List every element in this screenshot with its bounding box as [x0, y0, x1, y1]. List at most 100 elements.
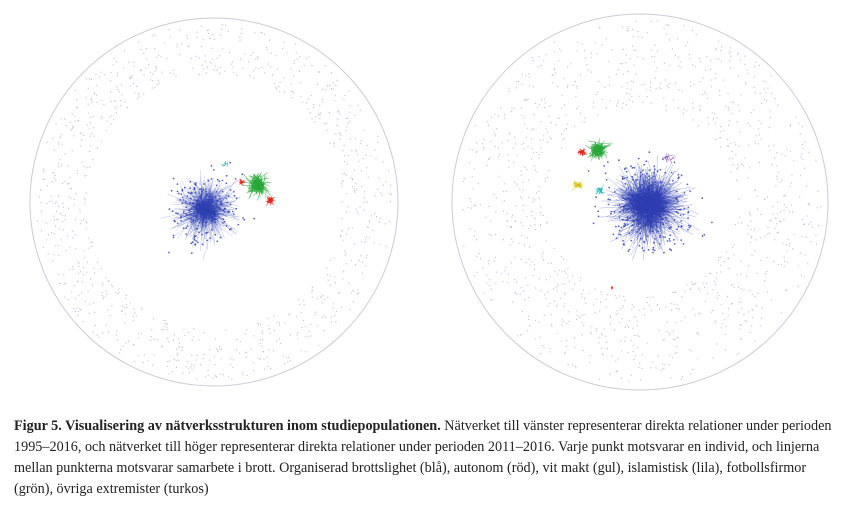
isolate-node: [165, 323, 167, 325]
isolate-node: [133, 65, 135, 67]
isolate-node: [173, 334, 175, 336]
isolate-node: [350, 177, 352, 179]
isolate-node: [286, 357, 288, 359]
edge-organised-crime: [192, 215, 195, 230]
isolate-node: [766, 256, 768, 259]
isolate-node: [255, 58, 257, 60]
isolate-node: [706, 282, 708, 284]
isolate-node: [54, 202, 56, 204]
isolate-node: [676, 307, 679, 310]
isolate-node: [133, 308, 135, 310]
isolate-node: [113, 57, 115, 59]
isolate-node: [568, 311, 570, 313]
edge-organised-crime: [193, 213, 197, 216]
network-node: [218, 207, 221, 209]
isolate-node: [105, 130, 107, 132]
isolate-node: [96, 94, 98, 96]
isolate-node: [740, 324, 742, 326]
isolate-node: [46, 141, 48, 143]
isolate-node: [617, 100, 619, 102]
isolate-node: [231, 63, 233, 65]
isolate-node: [58, 205, 60, 207]
isolate-node: [309, 112, 311, 114]
isolate-node: [541, 256, 544, 258]
isolate-node: [530, 225, 532, 227]
isolate-node: [60, 239, 62, 241]
isolate-node: [776, 223, 778, 225]
isolate-node: [92, 331, 94, 333]
isolate-node: [252, 370, 255, 372]
isolate-node: [141, 309, 143, 311]
isolate-node: [576, 85, 578, 87]
isolate-node: [584, 297, 586, 299]
network-node: [221, 222, 224, 224]
network-node: [208, 209, 210, 211]
isolate-node: [563, 305, 565, 308]
isolate-node: [754, 296, 756, 298]
isolate-node: [152, 73, 154, 75]
edge-organised-crime: [209, 178, 214, 197]
isolate-node: [751, 235, 753, 237]
isolate-node: [176, 46, 178, 48]
edge-organised-crime: [221, 203, 237, 210]
isolate-node: [547, 291, 549, 293]
isolate-node: [266, 48, 268, 50]
isolate-node: [342, 278, 344, 280]
isolate-node: [745, 276, 748, 278]
isolate-node: [672, 291, 674, 294]
isolate-node: [737, 167, 739, 169]
isolate-node: [303, 299, 305, 301]
isolate-node: [390, 184, 392, 186]
isolate-node: [347, 163, 349, 165]
isolate-node: [720, 327, 722, 329]
isolate-node: [342, 180, 344, 182]
isolate-node: [111, 285, 113, 288]
isolate-node: [716, 297, 718, 299]
isolate-node: [535, 192, 538, 194]
edge-organised-crime: [173, 208, 200, 211]
isolate-node: [367, 226, 369, 228]
isolate-node: [176, 43, 178, 45]
isolate-node: [766, 196, 768, 198]
isolate-node: [650, 102, 652, 104]
isolate-node: [343, 98, 345, 100]
isolate-node: [276, 321, 278, 323]
isolate-node: [718, 257, 720, 259]
isolate-node: [327, 279, 329, 281]
isolate-node: [375, 215, 378, 218]
isolate-node: [79, 132, 81, 134]
isolate-node: [759, 325, 761, 327]
isolate-node: [369, 221, 371, 223]
isolate-node: [54, 219, 56, 221]
isolate-node: [145, 47, 147, 50]
isolate-node: [363, 209, 365, 211]
network-node: [202, 189, 204, 191]
network-node: [182, 227, 185, 230]
isolate-node: [315, 116, 317, 118]
isolate-node: [354, 264, 357, 266]
edge-organised-crime: [186, 211, 194, 216]
network-node: [203, 216, 206, 219]
network-node: [214, 215, 217, 217]
isolate-node: [581, 296, 583, 298]
isolate-node: [487, 124, 490, 126]
isolate-node: [482, 149, 484, 151]
isolate-node: [650, 20, 652, 22]
isolate-node: [101, 282, 103, 284]
isolate-node: [767, 233, 769, 235]
isolate-node: [488, 279, 490, 281]
isolate-node: [738, 302, 741, 304]
isolate-node: [565, 339, 567, 341]
isolate-node: [738, 198, 740, 200]
isolate-node: [754, 227, 756, 230]
isolate-node: [638, 335, 640, 337]
isolate-node: [527, 145, 529, 147]
isolate-node: [626, 82, 628, 84]
isolate-node: [534, 217, 536, 220]
isolate-node: [255, 67, 257, 69]
isolate-node: [196, 378, 198, 380]
isolate-node: [273, 315, 275, 317]
isolate-node: [549, 351, 551, 353]
isolate-node: [686, 110, 688, 112]
edge-organised-crime: [200, 206, 205, 214]
